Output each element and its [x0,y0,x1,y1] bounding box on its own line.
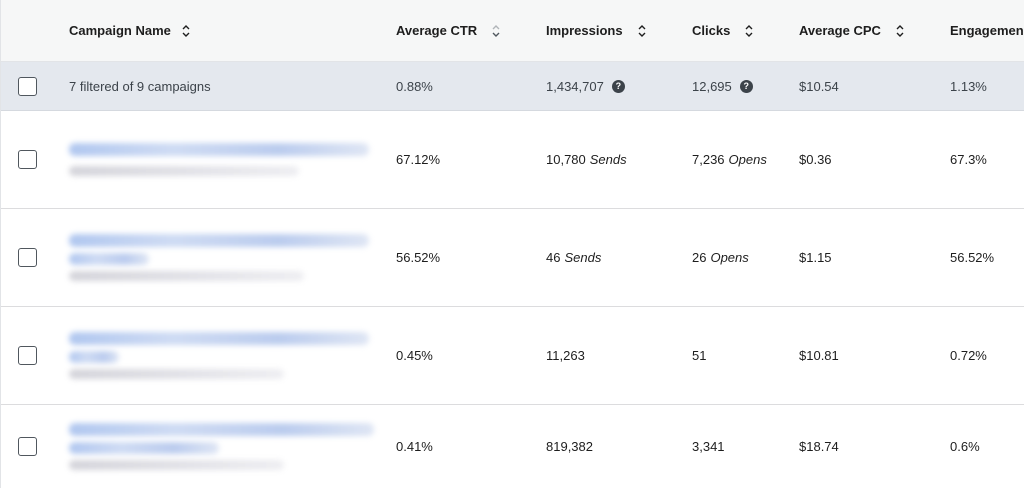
blurred-campaign-name[interactable] [69,332,374,379]
sort-icon[interactable] [181,24,191,38]
cell-average-cpc: $1.15 [799,250,832,265]
cell-engagement: 0.72% [950,348,987,363]
table-row: 56.52% 46 Sends 26 Opens $1.15 56.52% [1,209,1024,307]
column-header-label: Campaign Name [69,23,171,38]
clicks-value: 3,341 [692,439,725,454]
table-row: 0.45% 11,263 51 $10.81 0.72% [1,307,1024,405]
cell-engagement: 56.52% [950,250,995,265]
row-checkbox-cell [18,111,38,208]
campaign-name-cell[interactable] [69,307,379,404]
clicks-unit: Opens [728,152,767,167]
cell-average-ctr: 0.45% [396,348,433,363]
column-header-impressions[interactable]: Impressions [546,0,647,61]
cell-average-cpc: $0.36 [799,152,832,167]
cell-average-ctr: 56.52% [396,250,441,265]
sort-icon[interactable] [637,24,647,38]
select-all-checkbox[interactable] [18,76,37,96]
cell-clicks: 51 [692,307,710,404]
column-header-average-cpc[interactable]: Average CPC [799,0,905,61]
summary-impressions: 1,434,707 ? [546,62,625,110]
blurred-campaign-name[interactable] [69,143,374,176]
summary-impressions-value: 1,434,707 [546,78,604,94]
summary-average-cpc: $10.54 [799,78,839,94]
column-header-label: Clicks [692,23,731,38]
column-header-campaign-name[interactable]: Campaign Name [69,0,379,61]
impressions-value: 10,780 [546,152,586,167]
summary-clicks: 12,695 ? [692,62,753,110]
column-header-average-ctr[interactable]: Average CTR [396,0,501,61]
blurred-campaign-name[interactable] [69,423,374,470]
column-header-label: Engagemen [950,23,1024,38]
cell-impressions: 11,263 [546,307,589,404]
summary-average-ctr: 0.88% [396,78,433,94]
blurred-title-continued [69,442,219,454]
clicks-value: 7,236 [692,152,725,167]
row-checkbox[interactable] [18,346,37,365]
row-checkbox-cell [18,307,38,404]
sort-icon[interactable] [491,24,501,38]
row-checkbox-cell [18,405,38,488]
blurred-title [69,332,369,345]
table-header-row: Campaign Name Average CTR Impressions Cl… [1,0,1024,62]
cell-average-cpc: $18.74 [799,439,839,454]
summary-row: 7 filtered of 9 campaigns 0.88% 1,434,70… [1,62,1024,111]
impressions-value: 819,382 [546,439,593,454]
cell-average-ctr: 0.41% [396,439,433,454]
blurred-subtitle [69,271,304,281]
impressions-unit: Sends [564,250,602,265]
cell-engagement: 67.3% [950,152,987,167]
cell-impressions: 819,382 [546,405,597,488]
blurred-title-continued [69,351,119,363]
column-header-label: Average CPC [799,23,881,38]
blurred-subtitle [69,460,284,470]
select-all-cell [18,62,38,110]
cell-average-cpc: $10.81 [799,348,839,363]
column-header-engagement[interactable]: Engagemen [950,0,1024,61]
blurred-title [69,423,374,436]
impressions-value: 46 [546,250,561,265]
row-checkbox[interactable] [18,437,37,456]
summary-label: 7 filtered of 9 campaigns [69,78,211,94]
cell-impressions: 46 Sends [546,209,601,306]
table-row: 0.41% 819,382 3,341 $18.74 0.6% [1,405,1024,488]
campaign-name-cell[interactable] [69,209,379,306]
blurred-subtitle [69,369,284,379]
cell-average-ctr: 67.12% [396,152,441,167]
help-circle-icon[interactable]: ? [739,79,753,93]
cell-clicks: 7,236 Opens [692,111,767,208]
help-circle-icon[interactable]: ? [611,79,625,93]
row-checkbox[interactable] [18,150,37,169]
clicks-unit: Opens [710,250,749,265]
column-header-label: Impressions [546,23,623,38]
impressions-value: 11,263 [546,348,585,363]
impressions-unit: Sends [589,152,627,167]
summary-engagement: 1.13% [950,78,987,94]
campaign-name-cell[interactable] [69,111,379,208]
column-header-label: Average CTR [396,23,478,38]
clicks-value: 51 [692,348,707,363]
cell-engagement: 0.6% [950,439,980,454]
blurred-title [69,234,369,247]
row-checkbox[interactable] [18,248,37,267]
blurred-campaign-name[interactable] [69,234,374,281]
cell-clicks: 26 Opens [692,209,749,306]
summary-clicks-value: 12,695 [692,78,732,94]
blurred-title-continued [69,253,149,265]
cell-impressions: 10,780 Sends [546,111,627,208]
clicks-value: 26 [692,250,707,265]
row-checkbox-cell [18,209,38,306]
blurred-subtitle [69,166,299,176]
blurred-title [69,143,369,156]
sort-icon[interactable] [895,24,905,38]
table-row: 67.12% 10,780 Sends 7,236 Opens $0.36 67.3… [1,111,1024,209]
campaign-name-cell[interactable] [69,405,379,488]
sort-icon[interactable] [744,24,754,38]
cell-clicks: 3,341 [692,405,729,488]
column-header-clicks[interactable]: Clicks [692,0,754,61]
